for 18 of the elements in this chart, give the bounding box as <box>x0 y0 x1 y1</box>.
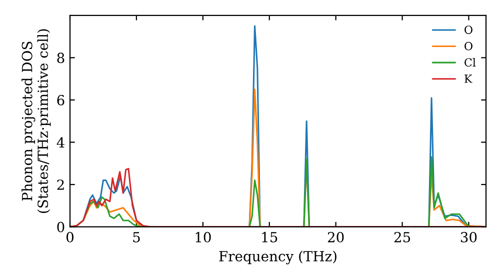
x-tick-label: 10 <box>196 232 211 242</box>
x-tick-label: 15 <box>262 232 278 242</box>
legend-label: O <box>464 42 472 50</box>
x-tick-label: 0 <box>66 232 74 242</box>
y-tick-label: 6 <box>57 94 64 106</box>
x-tick-label: 5 <box>133 232 140 242</box>
x-tick-label: 20 <box>328 232 344 242</box>
legend-label: O <box>464 26 472 34</box>
legend-label: Cl <box>464 58 476 67</box>
y-tick-label: 2 <box>57 179 64 190</box>
x-tick-label: 30 <box>460 232 477 242</box>
x-axis-title: Frequency (THz) <box>219 250 336 264</box>
y-tick-label: 4 <box>56 137 64 148</box>
y-tick-label: 8 <box>57 52 64 64</box>
legend-label: K <box>464 74 472 83</box>
x-tick-label: 25 <box>394 232 410 242</box>
y-axis-title: Phonon projected DOS (States/THz·primitive cell) <box>22 29 51 213</box>
y-tick-label: 0 <box>57 222 64 232</box>
